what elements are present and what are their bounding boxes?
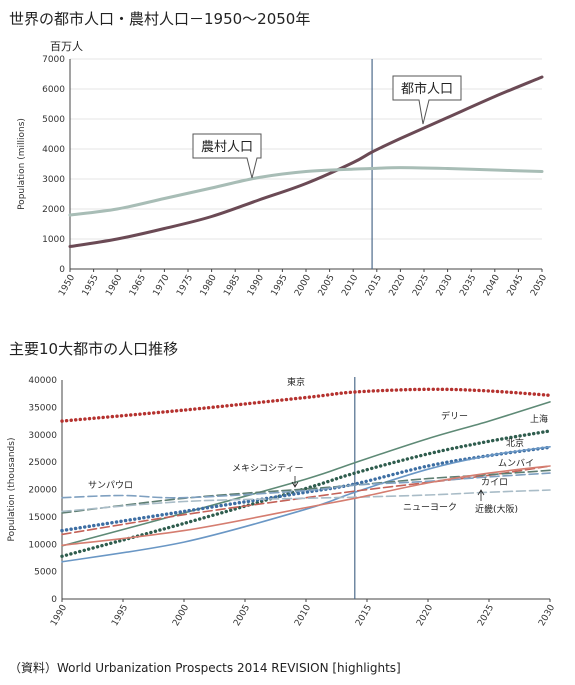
arrow-osaka bbox=[477, 489, 485, 501]
series-line-0 bbox=[68, 75, 544, 248]
rural-callout-bubble bbox=[192, 133, 262, 179]
y-tick-label: 0 bbox=[59, 265, 65, 275]
x-tick-label: 2020 bbox=[388, 273, 408, 298]
label-osaka: 近畿(大阪) bbox=[475, 503, 518, 515]
label-mumbai: ムンバイ bbox=[498, 458, 534, 469]
x-tick-label: 1980 bbox=[199, 273, 219, 298]
label-delhi: デリー bbox=[441, 410, 468, 422]
x-tick-label: 2005 bbox=[317, 273, 337, 298]
label-mexico: メキシコシティー bbox=[232, 463, 303, 474]
y-tick-label: 5000 bbox=[34, 568, 57, 578]
y-tick-label: 0 bbox=[51, 595, 57, 605]
label-cairo: カイロ bbox=[481, 477, 508, 488]
x-tick-label: 2010 bbox=[293, 603, 313, 628]
label-newyork: ニューヨーク bbox=[403, 502, 457, 513]
x-tick-label: 1995 bbox=[270, 273, 290, 298]
x-tick-label: 2035 bbox=[458, 273, 478, 298]
y-axis-label: Population (millions) bbox=[17, 118, 27, 210]
y-tick-label: 40000 bbox=[28, 376, 57, 386]
urban-callout: 都市人口 bbox=[392, 75, 462, 125]
x-tick-label: 2025 bbox=[411, 273, 431, 298]
x-tick-label: 1990 bbox=[49, 603, 69, 628]
x-tick-label: 2005 bbox=[232, 603, 252, 628]
label-tokyo: 東京 bbox=[287, 376, 305, 388]
series-line-0 bbox=[60, 387, 552, 423]
x-tick-label: 1950 bbox=[57, 273, 77, 298]
y-tick-label: 1000 bbox=[42, 235, 65, 245]
y-tick-label: 4000 bbox=[42, 145, 65, 155]
urban-callout-bubble bbox=[392, 75, 462, 125]
series-line-1 bbox=[68, 166, 544, 217]
x-tick-label: 2000 bbox=[293, 273, 313, 298]
y-tick-label: 30000 bbox=[28, 431, 57, 441]
x-tick-label: 2040 bbox=[482, 273, 502, 298]
label-saopaulo: サンパウロ bbox=[88, 480, 133, 491]
x-tick-label: 2015 bbox=[354, 603, 374, 628]
series-line-8 bbox=[61, 489, 551, 513]
y-tick-label: 10000 bbox=[28, 540, 57, 550]
x-tick-label: 2020 bbox=[415, 603, 435, 628]
rural-callout-text: 農村人口 bbox=[201, 140, 253, 155]
x-tick-label: 2015 bbox=[364, 273, 384, 298]
series-line-2 bbox=[60, 429, 552, 558]
y-axis-label: Population (thousands) bbox=[7, 438, 17, 542]
x-tick-label: 2000 bbox=[171, 603, 191, 628]
series-line-9 bbox=[61, 465, 551, 547]
y-tick-label: 15000 bbox=[28, 513, 57, 523]
chart-title-bottom: 主要10大都市の人口推移 bbox=[9, 340, 179, 358]
x-tick-label: 2025 bbox=[476, 603, 496, 628]
label-beijing: 北京 bbox=[506, 437, 524, 449]
arrow-mexico bbox=[291, 476, 299, 488]
y-tick-label: 7000 bbox=[42, 55, 65, 65]
label-shanghai: 上海 bbox=[530, 413, 548, 425]
x-tick-label: 2050 bbox=[529, 273, 549, 298]
rural-callout: 農村人口 bbox=[192, 133, 262, 179]
series-line-5 bbox=[61, 465, 551, 536]
x-tick-label: 1965 bbox=[128, 273, 148, 298]
chart-title-top: 世界の都市人口・農村人口－1950～2050年 bbox=[9, 10, 311, 28]
y-tick-label: 35000 bbox=[28, 403, 57, 413]
x-tick-label: 1960 bbox=[104, 273, 124, 298]
x-tick-label: 1990 bbox=[246, 273, 266, 298]
x-tick-label: 1975 bbox=[175, 273, 195, 298]
y-tick-label: 3000 bbox=[42, 175, 65, 185]
y-tick-label: 2000 bbox=[42, 205, 65, 215]
x-tick-label: 2010 bbox=[340, 273, 360, 298]
y-tick-label: 6000 bbox=[42, 85, 65, 95]
x-tick-label: 2045 bbox=[506, 273, 526, 298]
x-tick-label: 2030 bbox=[435, 273, 455, 298]
x-tick-label: 1955 bbox=[81, 273, 101, 298]
x-tick-label: 2030 bbox=[537, 603, 557, 628]
top-cities-chart: 0 5000 10000 15000 20000 25000 30000 35000 40000… bbox=[7, 376, 557, 628]
x-tick-label: 1970 bbox=[152, 273, 172, 298]
x-tick-label: 1985 bbox=[222, 273, 242, 298]
y-tick-label: 25000 bbox=[28, 458, 57, 468]
series-line-7 bbox=[61, 472, 551, 499]
y-tick-label: 5000 bbox=[42, 115, 65, 125]
x-tick-label: 1995 bbox=[110, 603, 130, 628]
unit-label: 百万人 bbox=[50, 40, 83, 53]
source-note: （資料）World Urbanization Prospects 2014 RE… bbox=[9, 661, 401, 675]
series-line-1 bbox=[61, 401, 551, 547]
y-tick-label: 20000 bbox=[28, 486, 57, 496]
urban-callout-text: 都市人口 bbox=[401, 81, 453, 97]
